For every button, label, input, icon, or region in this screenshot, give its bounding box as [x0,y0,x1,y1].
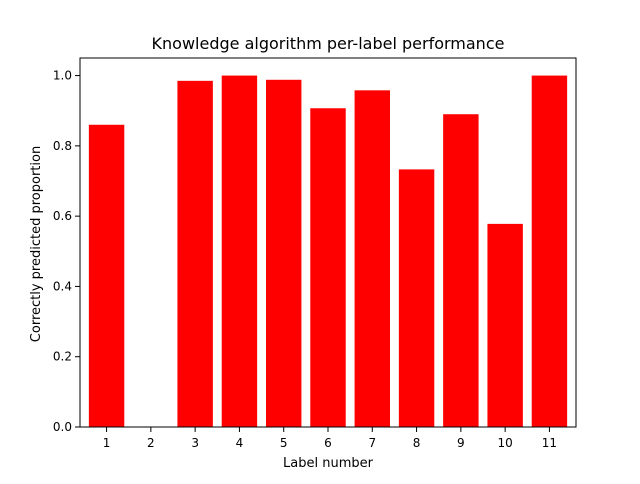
bar-label-9 [443,114,479,427]
x-tick-label: 2 [147,436,155,450]
bar-label-4 [221,75,258,427]
x-tick-label: 7 [368,436,376,450]
axes-group: 1 2 3 4 5 6 7 8 9 10 11 0.0 0.2 0.4 0.6 0.8 1.0 [53,57,577,450]
x-tick-label: 8 [413,436,421,450]
bar-label-10 [487,223,523,427]
bar-label-5 [266,79,302,427]
y-tick-label: 0.0 [53,420,72,434]
x-tick-label: 10 [498,436,513,450]
y-tick-label: 0.4 [53,279,72,293]
bar-label-7 [354,90,390,427]
y-axis-label: Correctly predicted proportion [29,146,44,342]
x-tick-label: 9 [457,436,465,450]
bar-label-6 [310,108,346,427]
bar-label-8 [398,169,435,427]
bar-label-11 [531,75,568,427]
x-tick-label: 6 [324,436,332,450]
y-tick-label: 0.8 [53,139,72,153]
x-tick-label: 1 [103,436,111,450]
x-tick-label: 4 [236,436,244,450]
x-tick-label: 5 [280,436,288,450]
bar-label-1 [88,124,125,428]
bar-label-3 [177,80,213,427]
bars-group [88,75,568,428]
y-tick-label: 0.6 [53,209,72,223]
y-tick-label: 0.2 [53,350,72,364]
chart-title: Knowledge algorithm per-label performanc… [152,34,505,53]
x-tick-label: 3 [191,436,199,450]
y-tick-label: 1.0 [53,69,72,83]
x-tick-label: 11 [542,436,557,450]
x-axis-label: Label number [283,456,374,471]
